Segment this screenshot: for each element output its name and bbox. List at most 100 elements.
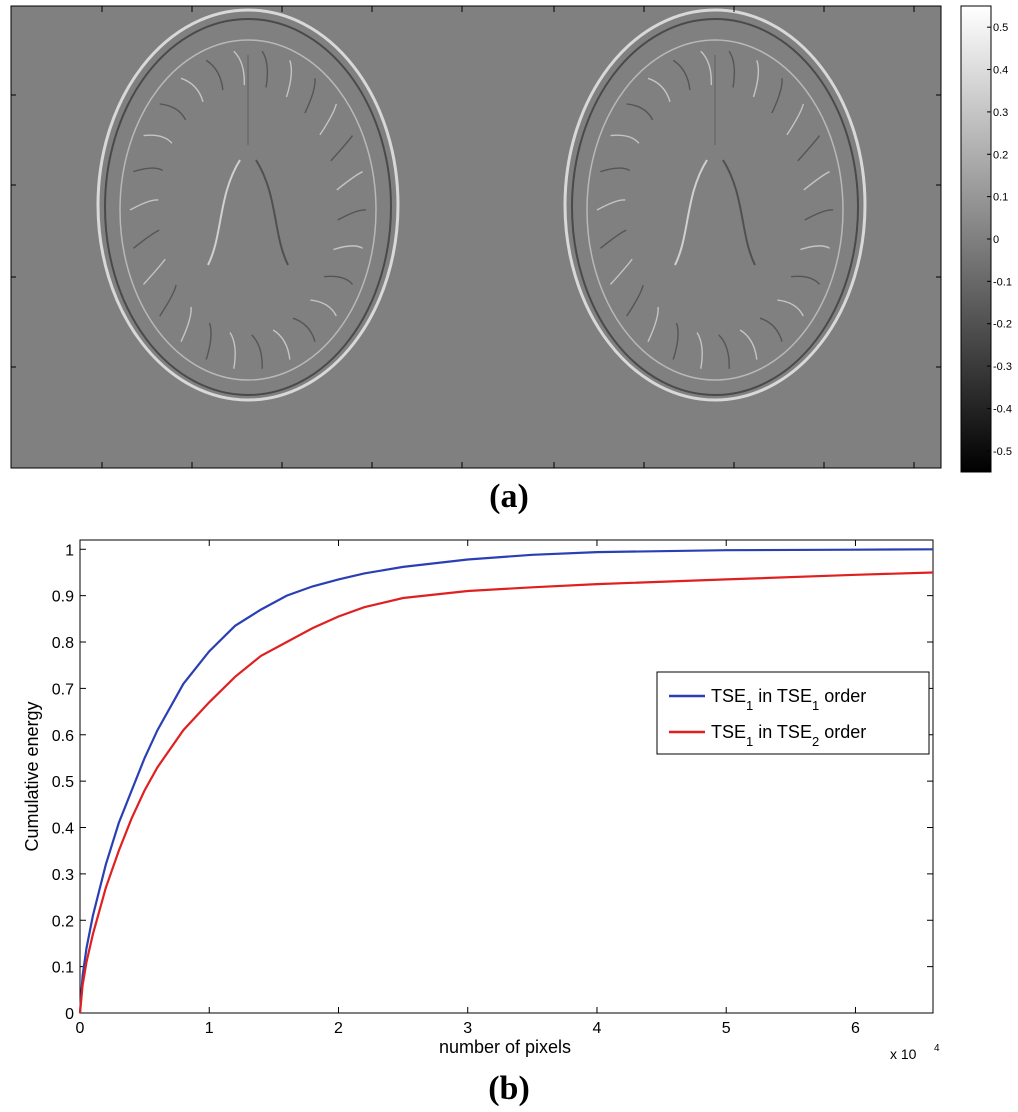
ventricle-edge [255,159,289,266]
gyrus-edge [718,334,730,369]
gyrus-edge [133,167,163,173]
cumulative-energy-chart: 0 1 2 3 4 5 6 0 0.1 0.2 0.3 0.4 0.5 0.6 0.7 0.8 0.9 1 numb… [0,530,1018,1075]
series-line-1 [78,548,934,1014]
ventricle-edge [722,159,756,266]
brain-edge [586,39,844,381]
gyrus-edge [610,134,640,144]
y-tick-label: 0.3 [52,867,74,884]
gyrus-edge [800,245,830,251]
gyrus-edge [333,245,363,251]
y-tick-label: 1 [65,542,74,559]
gyrus-edge [205,59,224,91]
colorbar-tick-label: -0.1 [993,276,1012,288]
gyrus-edge [304,78,316,114]
colorbar-tick-label: 0.5 [993,22,1008,34]
gyrus-edge [797,135,821,162]
brain-slice-1 [96,8,400,402]
colorbar-tick-label: 0.4 [993,65,1008,77]
gyrus-edge [159,103,187,121]
y-axis-label: Cumulative energy [22,701,42,851]
x-tick-label: 4 [593,1020,602,1037]
x-tick-label: 0 [76,1020,85,1037]
gyrus-edge [180,77,204,102]
gyrus-edge [132,229,160,249]
x-axis-multiplier-exponent: 4 [934,1043,940,1054]
gyrus-edge [739,329,758,360]
x-tick-label: 6 [851,1020,860,1037]
image-frame [10,5,942,469]
y-tick-label: 0.7 [52,681,74,698]
legend-box [656,671,930,755]
colorbar-tick-label: 0 [993,234,999,246]
gyrus-edge [292,317,316,342]
y-tick-label: 0.5 [52,774,74,791]
gyrus-edge [696,332,703,369]
gyrus-edge [777,299,804,317]
x-axis-label: number of pixels [439,1037,571,1057]
skull-outer-edge [96,8,400,402]
x-tick-label: 5 [722,1020,731,1037]
gyrus-edge [752,60,760,98]
gyrus-edge [672,59,691,91]
legend-label-1: TSE1 in TSE1 order [711,686,866,713]
caption-b: (b) [488,1070,530,1107]
colorbar-tick-label: 0.1 [993,192,1008,204]
gyrus-edge [285,60,293,98]
gyrus-edge [272,329,291,360]
colorbar-tick-label: 0.2 [993,149,1008,161]
y-tick-label: 0.1 [52,960,74,977]
skull-inner-edge [571,18,859,396]
gyrus-edge [647,306,659,342]
legend-label-2: TSE1 in TSE2 order [711,722,866,749]
x-tick-label: 3 [463,1020,472,1037]
plot-area [79,539,934,1014]
gyrus-edge [229,332,236,369]
gyrus-edge [609,258,633,285]
chart-svg: 0 1 2 3 4 5 6 0 0.1 0.2 0.3 0.4 0.5 0.6 0.7 0.8 0.9 1 numb… [22,539,940,1062]
caption-a: (a) [489,478,529,515]
gyrus-edge [330,135,354,162]
gyrus-edge [319,103,337,136]
gyrus-edge [804,209,834,221]
colorbar-tick-label: -0.3 [993,361,1012,373]
gyrus-edge [771,78,783,114]
gyrus-edge [233,50,246,86]
gyrus-edge [596,199,626,211]
y-tick-label: 0 [65,1006,74,1023]
colorbar-tick-label: -0.5 [993,446,1012,458]
brain-edge [119,39,377,381]
gyrus-edge [786,103,804,136]
gyrus-edge [129,199,159,211]
y-tick-label: 0.9 [52,589,74,606]
gyrus-edge [251,334,263,369]
gyrus-edge [599,229,627,249]
gyrus-edge [803,171,830,191]
gyrus-edge [600,167,630,173]
gyrus-edge [672,322,679,360]
gyrus-edge [759,317,783,342]
colorbar-tick-label: -0.4 [993,403,1012,415]
gyrus-edge [626,284,644,317]
gyrus-edge [180,306,192,342]
gyrus-edge [626,103,654,121]
skull-inner-edge [104,18,392,396]
ventricle-edge [674,159,708,266]
y-tick-label: 0.6 [52,728,74,745]
gyrus-edge [337,209,367,221]
skull-outer-edge [563,8,867,402]
ventricle-edge [207,159,241,266]
y-tick-label: 0.8 [52,635,74,652]
gyrus-edge [261,50,269,88]
gyrus-edge [143,134,173,144]
x-tick-label: 1 [205,1020,214,1037]
brain-slice-2 [563,8,867,402]
gyrus-edge [336,171,363,191]
colorbar-tick-label: 0.3 [993,107,1008,119]
y-tick-label: 0.2 [52,913,74,930]
gyrus-edge [205,322,212,360]
x-tick-label: 2 [334,1020,343,1037]
gyrus-edge [700,50,713,86]
gyrus-edge [142,258,166,285]
y-tick-label: 0.4 [52,821,74,838]
x-axis-multiplier: x 10 [890,1046,917,1062]
